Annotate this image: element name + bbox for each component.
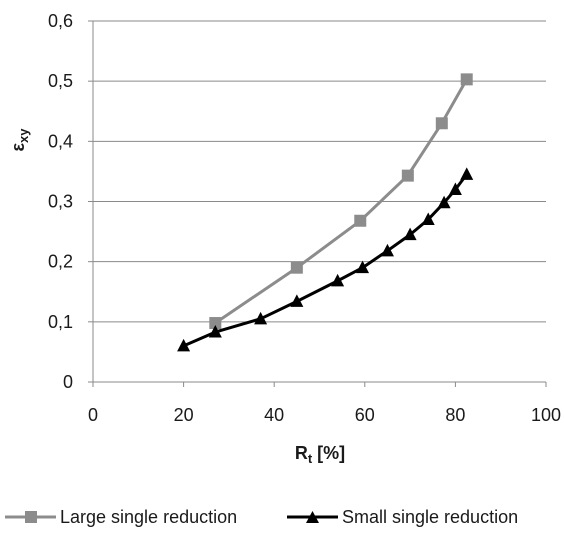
legend-item-small-single-reduction: Small single reduction bbox=[287, 507, 518, 527]
data-point-triangle bbox=[356, 260, 370, 274]
data-point-square bbox=[290, 261, 303, 274]
data-point-triangle bbox=[437, 195, 451, 209]
series-line bbox=[183, 173, 468, 348]
series-small-single-reduction bbox=[177, 167, 474, 352]
data-point-triangle bbox=[380, 243, 394, 257]
axes: 0 0,1 0,2 0,3 0,4 0,5 0,6 0 20 40 60 80 100 bbox=[48, 11, 561, 425]
x-axis-title: Rt [%] bbox=[295, 443, 345, 466]
data-point-square bbox=[354, 214, 367, 227]
data-point-square bbox=[460, 73, 473, 86]
y-tick-label: 0,6 bbox=[48, 11, 73, 31]
y-tick-label: 0,3 bbox=[48, 192, 73, 212]
data-point-triangle bbox=[254, 311, 268, 325]
series-group bbox=[177, 73, 474, 352]
y-tick-label: 0 bbox=[63, 372, 73, 392]
series-large-single-reduction bbox=[209, 73, 473, 330]
y-tick-label: 0,5 bbox=[48, 71, 73, 91]
data-point-triangle bbox=[421, 212, 435, 226]
data-point-triangle bbox=[460, 167, 474, 180]
data-point-triangle bbox=[208, 325, 222, 338]
x-tick-label: 40 bbox=[264, 405, 284, 425]
x-tick-label: 60 bbox=[355, 405, 375, 425]
x-tick-label: 80 bbox=[445, 405, 465, 425]
legend-square-marker bbox=[25, 511, 37, 523]
x-tick-label: 100 bbox=[531, 405, 561, 425]
x-tick-label: 0 bbox=[88, 405, 98, 425]
data-point-triangle bbox=[177, 338, 191, 352]
gridlines bbox=[93, 20, 546, 323]
x-tick-label: 20 bbox=[174, 405, 194, 425]
data-point-triangle bbox=[331, 273, 345, 287]
data-point-triangle bbox=[448, 182, 462, 195]
legend: Large single reduction Small single redu… bbox=[5, 507, 518, 527]
series-line bbox=[214, 78, 469, 325]
legend-item-large-single-reduction: Large single reduction bbox=[5, 507, 237, 527]
y-tick-label: 0,4 bbox=[48, 131, 73, 151]
y-tick-label: 0,1 bbox=[48, 312, 73, 332]
data-point-square bbox=[435, 117, 448, 130]
data-point-triangle bbox=[403, 227, 417, 241]
y-tick-label: 0,2 bbox=[48, 252, 73, 272]
data-point-square bbox=[401, 169, 414, 182]
legend-label-large: Large single reduction bbox=[60, 507, 237, 527]
data-point-triangle bbox=[290, 294, 304, 307]
legend-label-small: Small single reduction bbox=[342, 507, 518, 527]
y-axis-title: εxy bbox=[8, 128, 31, 152]
data-point-square bbox=[209, 317, 222, 330]
legend-triangle-marker bbox=[306, 511, 319, 523]
